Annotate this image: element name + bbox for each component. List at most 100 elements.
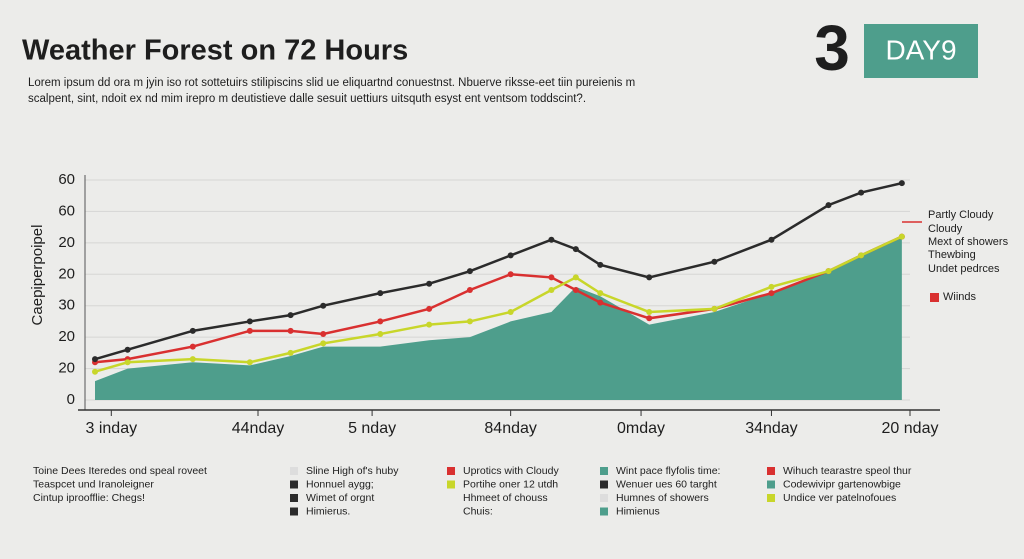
legend-swatch — [600, 467, 608, 475]
footer-legend-label: Wimet of orgnt — [306, 492, 374, 504]
point — [320, 302, 327, 309]
footer-legend-label: Wihuch tearastre speol thur — [783, 465, 912, 477]
footer-legend-label: Hhmeet of chouss — [463, 492, 548, 504]
point — [768, 283, 775, 290]
legend-label: Cloudy — [928, 223, 963, 235]
point — [572, 246, 579, 253]
legend-swatch — [290, 467, 298, 475]
footer-legend-label: Honnuel aygg; — [306, 478, 374, 490]
footer-legend-label: Humnes of showers — [616, 492, 709, 504]
point — [189, 356, 196, 363]
footer-legend-label: Sline High of's huby — [306, 465, 399, 477]
footer-legend-label: Codewivipr gartenowbige — [783, 478, 901, 490]
point — [287, 312, 294, 319]
legend-swatch — [290, 507, 298, 516]
subtitle: scalpent, sint, ndoit ex nd mim irepro m… — [28, 93, 586, 105]
legend-label: Wiinds — [943, 291, 977, 303]
point — [507, 271, 514, 278]
point — [858, 252, 865, 259]
point — [377, 331, 384, 337]
legend-label: Mext of showers — [928, 236, 1009, 248]
y-axis-label: Caepiperpoipel — [29, 225, 46, 326]
point — [711, 305, 718, 312]
legend-swatch — [600, 507, 608, 516]
point — [426, 321, 433, 328]
title: Weather Forest on 72 Hours — [22, 35, 408, 67]
point — [597, 299, 604, 306]
legend-swatch — [767, 480, 775, 489]
footer-legend-label: Chuis: — [463, 505, 493, 517]
point — [246, 318, 253, 325]
legend-swatch — [447, 467, 455, 475]
point — [246, 359, 253, 366]
point — [646, 274, 653, 281]
y-tick-label: 60 — [58, 171, 75, 188]
x-tick-label: 44nday — [232, 420, 285, 437]
footer-legend-label: Wint pace flyfolis time: — [616, 465, 720, 477]
x-tick-label: 20 nday — [882, 420, 939, 437]
point — [768, 290, 775, 297]
point — [320, 331, 327, 337]
footer-text: Toine Dees Iteredes ond speal roveet — [33, 465, 207, 477]
point — [548, 287, 555, 293]
legend-label: Thewbing — [928, 249, 976, 261]
point — [898, 180, 905, 187]
big-number: 3 — [814, 12, 850, 84]
footer-text: Cintup iproofflie: Chegs! — [33, 492, 145, 504]
y-tick-label: 20 — [58, 265, 75, 282]
legend-swatch — [447, 480, 455, 489]
footer-legend-label: Portihe oner 12 utdh — [463, 478, 558, 490]
point — [426, 305, 433, 312]
legend-swatch — [600, 480, 608, 489]
point — [466, 318, 473, 325]
x-tick-label: 3 inday — [86, 420, 138, 437]
legend-marker — [930, 293, 939, 302]
point — [825, 268, 832, 275]
point — [548, 274, 555, 281]
x-tick-label: 5 nday — [348, 420, 396, 437]
x-tick-label: 34nday — [745, 420, 798, 437]
point — [597, 290, 604, 297]
point — [548, 236, 555, 243]
point — [426, 280, 433, 287]
point — [377, 318, 384, 325]
point — [92, 356, 98, 363]
y-tick-label: 20 — [58, 234, 75, 251]
point — [189, 327, 196, 334]
point — [597, 261, 604, 268]
footer-legend-label: Himierus. — [306, 505, 350, 517]
y-tick-label: 20 — [58, 360, 75, 377]
point — [711, 258, 718, 265]
point — [768, 236, 775, 243]
point — [898, 233, 905, 240]
point — [287, 327, 294, 334]
point — [124, 346, 131, 353]
y-tick-label: 30 — [58, 297, 75, 314]
area — [95, 236, 902, 400]
y-tick-label: 60 — [58, 202, 75, 219]
point — [287, 349, 294, 356]
legend-swatch — [600, 494, 608, 502]
point — [189, 343, 196, 350]
legend-label: Undet pedrces — [928, 263, 1000, 275]
y-tick-label: 0 — [67, 391, 75, 408]
point — [646, 315, 653, 322]
point — [466, 287, 473, 293]
point — [246, 327, 253, 334]
footer-text: Teaspcet und Iranoleigner — [33, 478, 154, 490]
point — [572, 287, 579, 293]
badge-text: DAY9 — [885, 34, 956, 65]
footer-legend-label: Uprotics with Cloudy — [463, 465, 559, 477]
subtitle: Lorem ipsum dd ora m jyin iso rot sottet… — [28, 77, 635, 89]
point — [507, 252, 514, 259]
legend-swatch — [767, 494, 775, 502]
point — [825, 202, 832, 209]
point — [646, 309, 653, 315]
point — [466, 268, 473, 275]
x-tick-label: 0mday — [617, 420, 665, 437]
legend-swatch — [290, 480, 298, 489]
footer-legend-label: Himienus — [616, 505, 660, 517]
legend-swatch — [290, 494, 298, 502]
